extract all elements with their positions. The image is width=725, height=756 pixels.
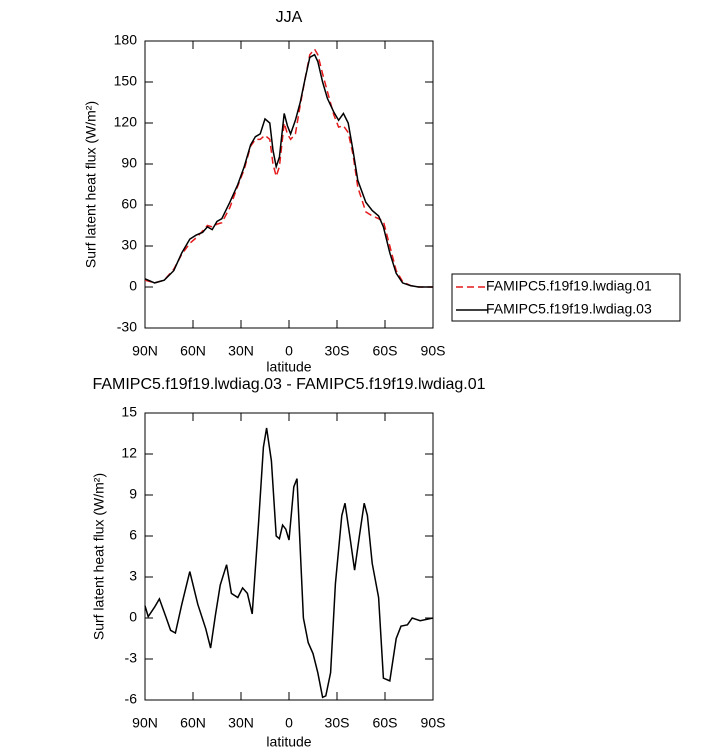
x-tick-label: 30S bbox=[325, 343, 350, 359]
y-tick-label: 150 bbox=[114, 73, 138, 89]
x-tick-label: 30N bbox=[228, 715, 254, 731]
x-tick-label: 30S bbox=[325, 715, 350, 731]
y-tick-label: 12 bbox=[121, 445, 137, 461]
x-tick-label: 90S bbox=[421, 343, 446, 359]
y-tick-label: -30 bbox=[117, 319, 137, 335]
x-axis-label: latitude bbox=[266, 734, 311, 750]
data-line bbox=[144, 427, 434, 699]
x-tick-label: 60S bbox=[373, 343, 398, 359]
x-tick-label: 30N bbox=[228, 343, 254, 359]
y-tick-label: 9 bbox=[129, 486, 137, 502]
x-tick-label: 60N bbox=[180, 343, 206, 359]
y-axis-label: Surf latent heat flux (W/m²) bbox=[91, 473, 107, 640]
y-tick-label: 180 bbox=[114, 32, 138, 48]
legend-box bbox=[451, 273, 681, 322]
x-tick-label: 90S bbox=[421, 715, 446, 731]
y-tick-label: 60 bbox=[121, 196, 137, 212]
chart-title: FAMIPC5.f19f19.lwdiag.03 - FAMIPC5.f19f1… bbox=[92, 376, 485, 393]
plot-frame bbox=[144, 40, 434, 329]
y-tick-label: 90 bbox=[121, 155, 137, 171]
x-tick-label: 90N bbox=[132, 343, 158, 359]
y-tick-label: -3 bbox=[125, 650, 138, 666]
legend-label: FAMIPC5.f19f19.lwdiag.03 bbox=[486, 301, 652, 317]
y-tick-label: 120 bbox=[114, 114, 138, 130]
chart-title: JJA bbox=[276, 9, 303, 26]
x-tick-label: 60S bbox=[373, 715, 398, 731]
plot-frame bbox=[144, 412, 434, 701]
data-line bbox=[144, 47, 433, 288]
x-tick-label: 0 bbox=[285, 343, 293, 359]
legend-label: FAMIPC5.f19f19.lwdiag.01 bbox=[486, 278, 652, 294]
x-axis-label: latitude bbox=[266, 359, 311, 375]
x-tick-label: 90N bbox=[132, 715, 158, 731]
y-tick-label: 6 bbox=[129, 527, 137, 543]
y-tick-label: 15 bbox=[121, 404, 137, 420]
data-line bbox=[144, 53, 433, 288]
y-tick-label: 30 bbox=[121, 237, 137, 253]
x-tick-label: 60N bbox=[180, 715, 206, 731]
y-axis-label: Surf latent heat flux (W/m²) bbox=[83, 101, 99, 268]
y-tick-label: -6 bbox=[125, 691, 138, 707]
y-tick-label: 0 bbox=[129, 609, 137, 625]
y-tick-label: 0 bbox=[129, 278, 137, 294]
y-tick-label: 3 bbox=[129, 568, 137, 584]
x-tick-label: 0 bbox=[285, 715, 293, 731]
